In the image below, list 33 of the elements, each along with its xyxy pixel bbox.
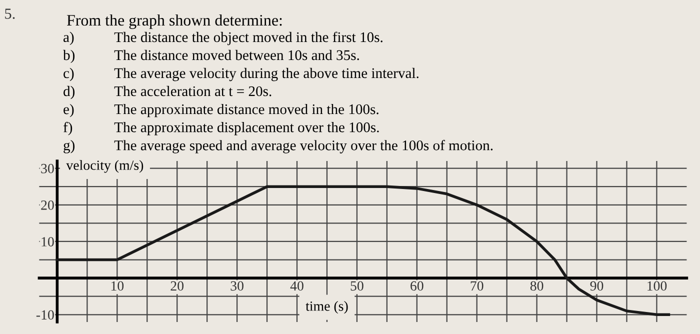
text: The distance moved between 10s and 35s. <box>114 50 359 60</box>
x-tick-label: 100 <box>648 281 667 291</box>
y-tick-label: 20 <box>41 200 54 210</box>
x-tick-label: 10 <box>111 281 124 291</box>
x-tick-label: 30 <box>230 281 244 291</box>
x-tick-label: 90 <box>590 281 604 291</box>
x-tick-label: 70 <box>470 281 484 291</box>
text: The acceleration at t = 20s. <box>114 86 272 96</box>
text: The distance the object moved in the first 10s. <box>114 32 382 46</box>
text: The average velocity during the above time interval. <box>114 68 418 82</box>
x-tick-label: 20 <box>170 281 184 291</box>
text: a) <box>64 32 74 46</box>
y-axis-title: velocity (m/s) <box>66 160 144 173</box>
y-tick-label: 10 <box>42 237 54 246</box>
y-tick-label: -10 <box>36 310 54 320</box>
x-tick-label: 40 <box>290 281 304 291</box>
text: c) <box>64 68 74 82</box>
x-tick-label: 50 <box>350 281 364 291</box>
line-series <box>56 185 670 316</box>
text: e) <box>64 104 74 118</box>
text: g) <box>64 140 75 154</box>
text: The average speed and average velocity over the 100s of motion. <box>114 140 493 154</box>
x-axis-title: time (s) <box>306 301 348 314</box>
text: The approximate distance moved in the 100s. <box>114 104 378 118</box>
text: d) <box>64 86 75 100</box>
x-tick-label: 60 <box>410 281 424 291</box>
text: f) <box>63 122 72 136</box>
x-tick-label: 80 <box>530 281 544 291</box>
y-tick-label: 30 <box>41 164 54 174</box>
text: 5. <box>5 8 15 19</box>
text: b) <box>63 50 75 64</box>
text: The approximate displacement over the 100s. <box>114 122 379 136</box>
chart-title: From the graph shown determine: <box>66 14 282 29</box>
